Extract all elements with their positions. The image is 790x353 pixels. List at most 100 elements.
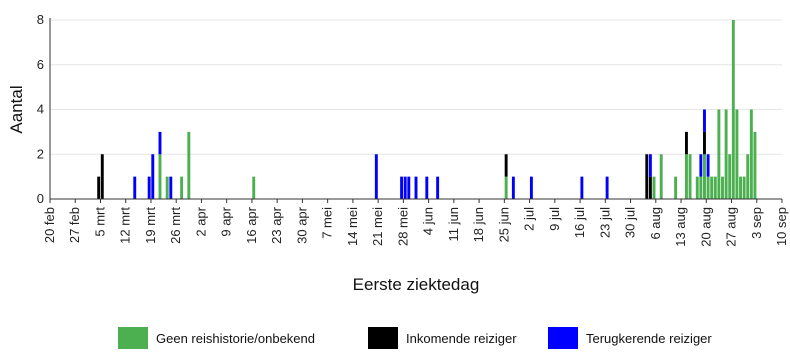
- bar-segment: [504, 176, 508, 200]
- x-axis-label: Eerste ziektedag: [353, 275, 480, 294]
- x-tick-label: 21 mei: [370, 207, 385, 246]
- bar-segment: [165, 176, 169, 200]
- bar-segment: [645, 154, 649, 199]
- x-tick-label: 4 jun: [421, 207, 436, 235]
- bar-segment: [731, 20, 735, 199]
- x-tick-label: 27 feb: [67, 207, 82, 243]
- bar-segment: [425, 176, 429, 200]
- bar-segment: [735, 109, 739, 199]
- bar-segment: [133, 176, 137, 200]
- bar-segment: [717, 109, 721, 199]
- legend-swatch: [368, 327, 398, 349]
- x-tick-label: 7 mei: [320, 207, 335, 239]
- x-tick-label: 12 mrt: [118, 207, 133, 244]
- bar-segment: [400, 176, 404, 200]
- y-tick-label: 4: [37, 102, 44, 117]
- bar-segment: [699, 154, 703, 177]
- bar-segment: [158, 131, 162, 155]
- y-tick-label: 0: [37, 191, 44, 206]
- bar-segment: [674, 176, 678, 200]
- bar-segment: [403, 176, 407, 200]
- y-tick-labels: 0 2 4 6 8: [37, 12, 44, 206]
- bar-segment: [504, 154, 508, 177]
- bar-segment: [436, 176, 440, 200]
- legend-label: Geen reishistorie/onbekend: [156, 331, 315, 346]
- bar-segment: [753, 131, 757, 200]
- legend-swatch: [548, 327, 578, 349]
- bar-segment: [151, 154, 155, 199]
- bar-segment: [407, 176, 411, 200]
- x-tick-label: 11 jun: [446, 207, 461, 241]
- bar-segment: [180, 176, 184, 200]
- bar-segment: [746, 154, 750, 199]
- bar-segment: [648, 154, 652, 177]
- axes: [49, 18, 783, 203]
- x-tick-label: 27 aug: [724, 207, 739, 247]
- x-tick-label: 16 jul: [572, 207, 587, 238]
- bar-segment: [684, 154, 688, 199]
- bar-segment: [706, 176, 710, 200]
- x-tick-label: 5 mrt: [93, 207, 108, 237]
- bar-segment: [659, 154, 663, 199]
- x-tick-label: 10 sep: [774, 207, 789, 246]
- x-tick-label: 30 jul: [623, 207, 638, 238]
- x-tick-label: 23 jul: [597, 207, 612, 238]
- x-tick-label: 25 jun: [496, 207, 511, 242]
- bar-segment: [652, 176, 656, 200]
- bar-segment: [703, 109, 706, 132]
- legend-label: Terugkerende reiziger: [586, 331, 712, 346]
- bar-segment: [187, 131, 191, 200]
- bar-segment: [684, 131, 688, 155]
- bar-segment: [742, 176, 746, 200]
- bar-segment: [580, 176, 584, 200]
- bar-segment: [100, 154, 104, 199]
- y-axis-label: Aantal: [7, 85, 26, 133]
- bar-segment: [699, 176, 703, 200]
- bar-segment: [721, 176, 724, 200]
- bar-segment: [158, 154, 162, 199]
- bar-segment: [648, 176, 652, 200]
- bar-segment: [374, 154, 378, 199]
- y-tick-label: 2: [37, 146, 44, 161]
- bar-segment: [688, 154, 692, 199]
- x-tick-label: 2 jul: [522, 207, 537, 231]
- bar-segment: [605, 176, 609, 200]
- bar-segment: [147, 176, 151, 200]
- bar-segment: [710, 176, 714, 200]
- x-tick-label: 20 aug: [698, 207, 713, 247]
- bar-segment: [414, 176, 418, 200]
- x-tick-label: 23 apr: [269, 206, 284, 244]
- bar-segment: [169, 176, 173, 200]
- legend-swatch: [118, 327, 148, 349]
- bar-segment: [713, 176, 717, 200]
- bar-segment: [749, 109, 753, 199]
- legend: Geen reishistorie/onbekend Inkomende reiz…: [118, 327, 712, 349]
- bar-segment: [97, 176, 101, 200]
- x-tick-label: 18 jun: [471, 207, 486, 242]
- bar-segment: [703, 131, 706, 155]
- bar-segment: [724, 109, 728, 199]
- y-tick-label: 6: [37, 57, 44, 72]
- x-tick-label: 14 mei: [345, 207, 360, 246]
- bar-segment: [706, 154, 710, 177]
- x-tick-label: 26 mrt: [168, 207, 183, 244]
- bar-segment: [739, 176, 742, 200]
- x-tick-label: 19 mrt: [143, 207, 158, 244]
- bar-segment: [529, 176, 533, 200]
- bars-layer: [97, 20, 757, 200]
- x-tick-label: 9 jul: [547, 207, 562, 231]
- x-tick-label: 20 feb: [42, 207, 57, 243]
- x-tick-label: 9 apr: [219, 206, 234, 236]
- y-tick-label: 8: [37, 12, 44, 27]
- bar-segment: [511, 176, 515, 200]
- x-tick-label: 28 mei: [395, 207, 410, 246]
- bar-segment: [728, 154, 732, 199]
- bar-segment: [252, 176, 256, 200]
- bar-segment: [703, 154, 706, 199]
- x-tick-label: 2 apr: [193, 206, 208, 236]
- legend-label: Inkomende reiziger: [406, 331, 517, 346]
- x-tick-label: 3 sep: [749, 207, 764, 239]
- x-tick-label: 6 aug: [648, 207, 663, 240]
- x-tick-label: 13 aug: [673, 207, 688, 247]
- bar-segment: [695, 176, 699, 200]
